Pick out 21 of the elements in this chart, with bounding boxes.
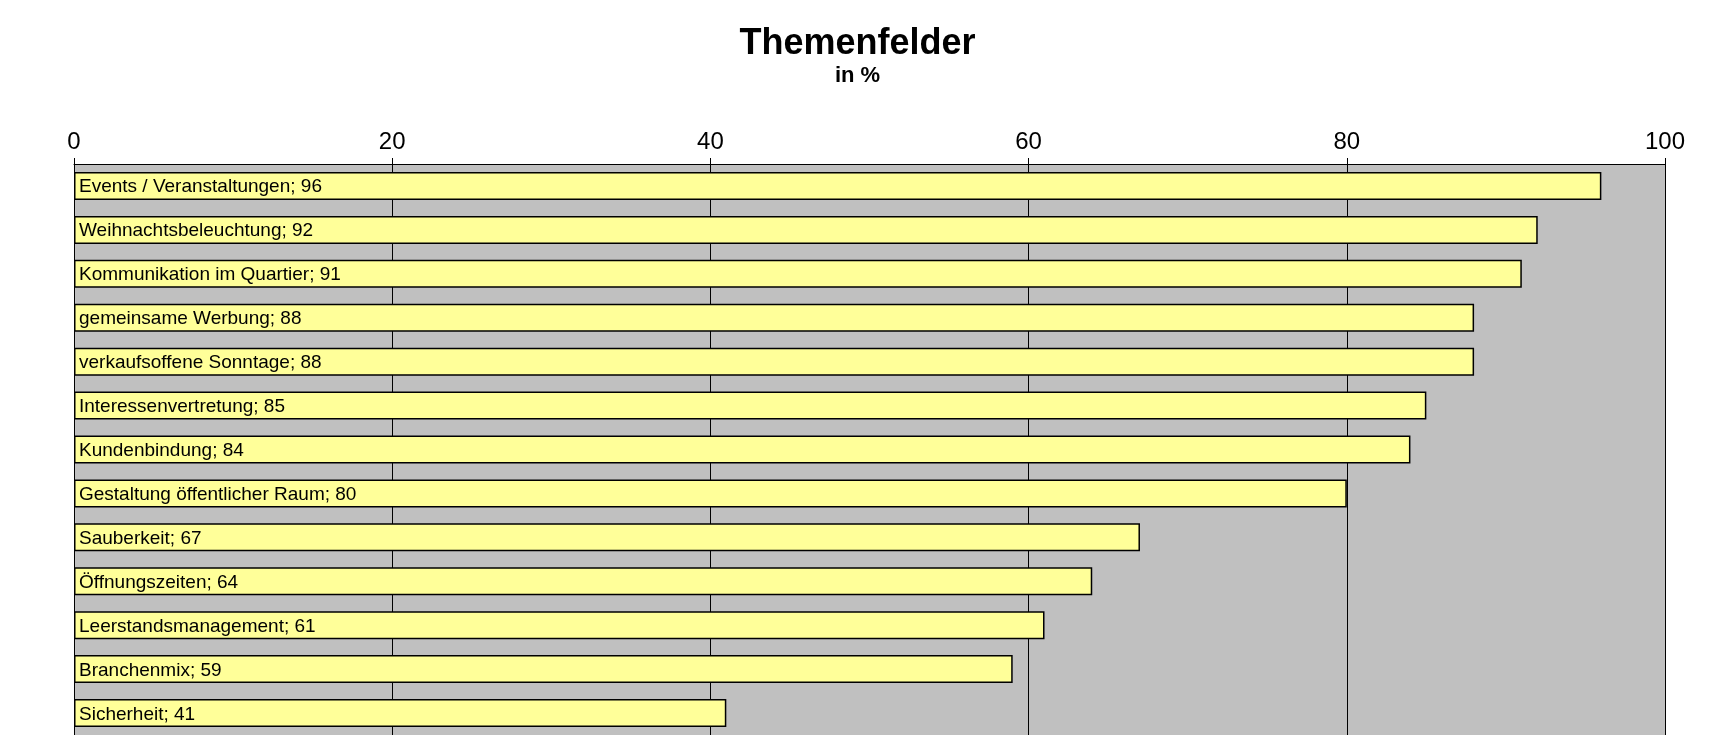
data-label: Events / Veranstaltungen; 96	[79, 175, 322, 197]
x-tick-label: 80	[1333, 126, 1361, 154]
data-label: Weihnachtsbeleuchtung; 92	[79, 219, 314, 241]
data-label: Sicherheit; 41	[79, 702, 196, 724]
x-tick-label: 60	[1015, 126, 1042, 154]
data-label: Interessenvertretung; 85	[79, 395, 285, 417]
data-label: Leerstandsmanagement; 61	[79, 614, 316, 636]
x-tick-label: 40	[697, 126, 724, 154]
data-label: Gestaltung öffentlicher Raum; 80	[79, 482, 357, 504]
data-label: Öffnungszeiten; 64	[79, 570, 239, 592]
chart-title: Themenfelder	[739, 20, 976, 62]
data-label: Sauberkeit; 67	[79, 526, 202, 548]
data-label: Kundenbindung; 84	[79, 439, 245, 460]
x-tick-label: 0	[67, 126, 81, 154]
x-tick-label: 100	[1644, 126, 1686, 154]
data-label: verkaufsoffene Sonntage; 88	[79, 351, 322, 373]
data-label: gemeinsame Werbung; 88	[79, 307, 302, 329]
chart-subtitle: in %	[834, 61, 881, 87]
data-label: Kommunikation im Quartier; 91	[79, 263, 341, 285]
x-tick-label: 20	[378, 126, 406, 154]
data-label: Branchenmix; 59	[79, 658, 222, 680]
